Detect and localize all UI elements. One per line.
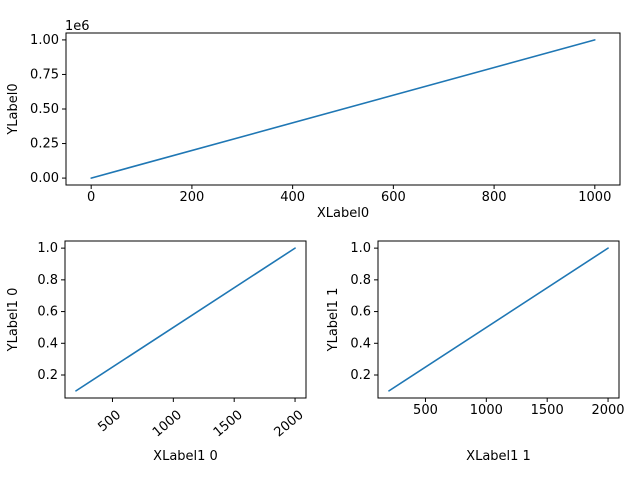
x-tick-label: 500 <box>413 403 438 418</box>
axes2-ylabel: YLabel1 1 <box>326 288 341 353</box>
axes2-xlabel: XLabel1 1 <box>466 449 531 464</box>
y-tick-label: 0.8 <box>350 273 371 288</box>
y-tick-label: 1.0 <box>350 241 371 256</box>
x-tick-label: 400 <box>280 190 305 205</box>
y-tick-label: 0.75 <box>30 67 59 82</box>
axes0-offset-text: 1e6 <box>65 19 90 34</box>
axes0-series-line <box>90 39 596 179</box>
axes2-series-line <box>388 247 609 392</box>
subplot-bottom-left: 500 1000 1500 2000 0.2 0.4 0.6 0.8 1.0 XLabel1 0… <box>6 240 307 464</box>
axes0-ylabel: YLabel0 <box>6 83 21 135</box>
y-tick-label: 0.6 <box>37 305 58 320</box>
axes1-xlabel: XLabel1 0 <box>153 449 218 464</box>
axes1-frame <box>64 240 307 399</box>
subplot-top: 0 200 400 600 800 1000 0.00 0.25 0.50 0.75 1.00 1e… <box>6 19 621 221</box>
axes2-ticks: 500 1000 1500 2000 0.2 0.4 0.6 0.8 1.0 <box>350 241 624 418</box>
x-tick-label: 1500 <box>211 408 246 441</box>
axes1-ticks: 500 1000 1500 2000 0.2 0.4 0.6 0.8 1.0 <box>37 241 306 440</box>
y-tick-label: 0.2 <box>37 368 58 383</box>
y-tick-label: 1.0 <box>37 241 58 256</box>
axes1-series-line <box>75 247 296 392</box>
x-tick-label: 1000 <box>150 408 185 441</box>
x-tick-label: 2000 <box>272 408 307 441</box>
axes2-frame <box>377 240 620 399</box>
y-tick-label: 0.8 <box>37 273 58 288</box>
x-tick-label: 600 <box>381 190 406 205</box>
x-tick-label: 1000 <box>470 403 503 418</box>
y-tick-label: 0.6 <box>350 305 371 320</box>
axes1-ylabel: YLabel1 0 <box>6 288 21 353</box>
x-tick-label: 1000 <box>578 190 611 205</box>
x-tick-label: 1500 <box>531 403 564 418</box>
y-tick-label: 1.00 <box>30 33 59 48</box>
x-tick-label: 0 <box>87 190 95 205</box>
y-tick-label: 0.4 <box>350 336 371 351</box>
y-tick-label: 0.4 <box>37 336 58 351</box>
axes0-ticks: 0 200 400 600 800 1000 0.00 0.25 0.50 0.75 1.00 <box>30 33 611 205</box>
y-tick-label: 0.50 <box>30 102 59 117</box>
x-tick-label: 500 <box>95 408 124 435</box>
subplot-bottom-right: 500 1000 1500 2000 0.2 0.4 0.6 0.8 1.0 XLabel1 1… <box>326 240 625 464</box>
axes0-xlabel: XLabel0 <box>317 206 369 221</box>
x-tick-label: 200 <box>179 190 204 205</box>
y-tick-label: 0.00 <box>30 171 59 186</box>
y-tick-label: 0.25 <box>30 137 59 152</box>
x-tick-label: 2000 <box>591 403 624 418</box>
y-tick-label: 0.2 <box>350 368 371 383</box>
x-tick-label: 800 <box>482 190 507 205</box>
